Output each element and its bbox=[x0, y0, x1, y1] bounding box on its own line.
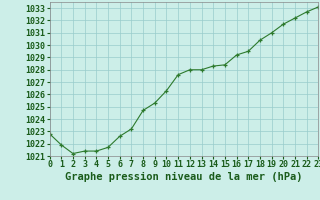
X-axis label: Graphe pression niveau de la mer (hPa): Graphe pression niveau de la mer (hPa) bbox=[65, 172, 303, 182]
